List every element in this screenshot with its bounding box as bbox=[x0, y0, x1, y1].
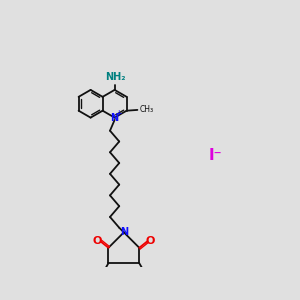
Text: N: N bbox=[120, 226, 128, 237]
Text: NH₂: NH₂ bbox=[105, 72, 126, 82]
Text: CH₃: CH₃ bbox=[140, 105, 154, 114]
Text: O: O bbox=[93, 236, 102, 246]
Text: N: N bbox=[111, 113, 119, 123]
Text: +: + bbox=[115, 109, 122, 118]
Text: O: O bbox=[145, 236, 155, 246]
Text: I⁻: I⁻ bbox=[208, 148, 222, 163]
